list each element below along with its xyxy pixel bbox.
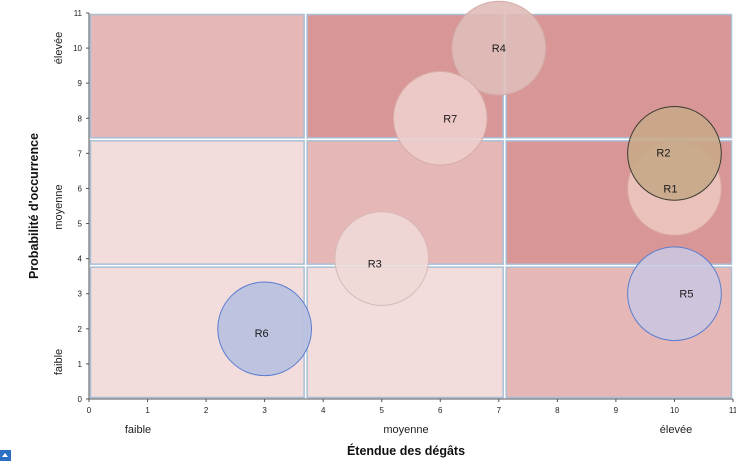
y-tick-label: 6 [78,184,83,193]
x-tick-label: 8 [555,406,560,415]
risk-bubbles: R4 R7 R3 R6 R5 R1 R2 [217,0,722,377]
risk-zone-3 [89,140,305,265]
bubble-r4 [451,0,547,96]
x-tick-labels: 0 1 2 3 4 5 6 7 8 9 10 11 [87,399,736,415]
y-category-label: faible [53,349,65,375]
x-axis-title: Étendue des dégâts [347,443,465,458]
x-tick-label: 1 [145,406,150,415]
y-tick-label: 8 [78,114,83,123]
x-tick-label: 5 [380,406,385,415]
x-tick-label: 4 [321,406,326,415]
y-tick-labels: 0 1 2 3 4 5 6 7 8 9 10 11 [73,9,89,404]
bubble-label: R2 [656,147,670,159]
bubble-circle [627,246,722,342]
bubble-label: R7 [443,113,457,125]
y-category-label: élevée [53,32,65,64]
y-tick-label: 0 [78,395,83,404]
y-tick-label: 2 [78,325,83,334]
y-tick-label: 9 [78,79,83,88]
bubble-label: R6 [255,328,269,340]
x-tick-label: 0 [87,406,92,415]
y-tick-label: 7 [78,149,83,158]
x-tick-label: 3 [262,406,267,415]
y-tick-label: 5 [78,220,83,229]
bubble-label: R1 [663,183,677,195]
y-tick-label: 1 [78,360,83,369]
bubble-circle [392,70,488,166]
expand-icon[interactable] [0,450,11,461]
bubble-circle [217,281,312,377]
bubble-r3 [334,211,430,306]
bubble-r5 [627,246,722,342]
x-category-label: élevée [660,424,692,436]
bubble-circle [334,211,430,306]
x-tick-label: 11 [729,406,736,415]
bubble-r7 [392,70,488,166]
y-axis-title: Probabilité d'occurrence [27,133,41,279]
x-tick-label: 7 [497,406,502,415]
risk-zone-0 [89,13,305,139]
x-tick-label: 9 [614,406,619,415]
axes [88,13,733,400]
x-tick-label: 6 [438,406,443,415]
y-tick-label: 11 [74,9,83,18]
bubble-label: R4 [492,43,506,55]
bubble-circle [451,0,547,96]
bubble-label: R5 [679,289,693,301]
bubble-circle [627,106,722,201]
bubble-label: R3 [368,259,382,271]
y-category-labels: faible moyenne élevée [53,32,65,375]
bubble-r2 [627,106,722,201]
x-category-label: moyenne [383,424,428,436]
y-tick-label: 10 [73,44,82,53]
x-tick-label: 10 [670,406,679,415]
x-category-labels: faible moyenne élevée [125,424,692,436]
y-category-label: moyenne [53,184,65,229]
x-category-label: faible [125,424,151,436]
y-tick-label: 3 [78,290,83,299]
x-tick-label: 2 [204,406,209,415]
y-tick-label: 4 [78,255,83,264]
bubble-r6 [217,281,312,377]
